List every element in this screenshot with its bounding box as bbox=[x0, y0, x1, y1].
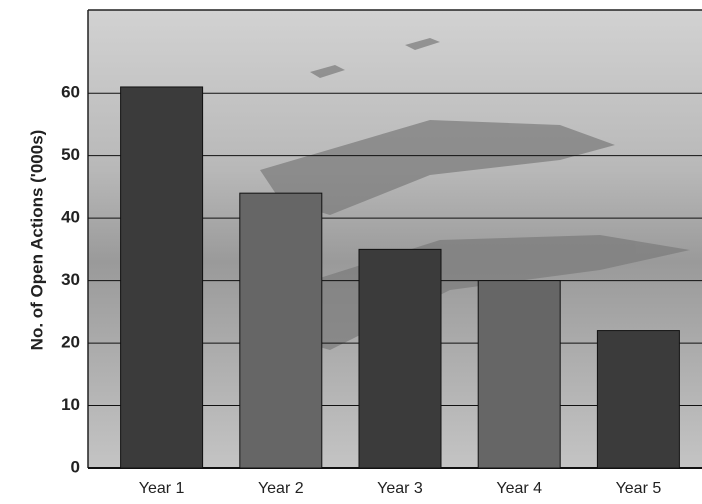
y-tick-label: 50 bbox=[61, 145, 80, 164]
y-tick-label: 40 bbox=[61, 208, 80, 227]
x-tick-label: Year 1 bbox=[139, 480, 185, 497]
y-axis-label: No. of Open Actions ('000s) bbox=[27, 130, 46, 351]
y-tick-label: 0 bbox=[71, 457, 80, 476]
y-tick-label: 30 bbox=[61, 270, 80, 289]
y-tick-label: 60 bbox=[61, 83, 80, 102]
y-tick-label: 10 bbox=[61, 395, 80, 414]
x-tick-label: Year 5 bbox=[616, 480, 662, 497]
x-tick-label: Year 4 bbox=[496, 480, 542, 497]
bar bbox=[596, 330, 680, 469]
y-tick-label: 20 bbox=[61, 333, 80, 352]
bar bbox=[477, 280, 561, 469]
x-tick-label: Year 3 bbox=[377, 480, 423, 497]
x-tick-label: Year 2 bbox=[258, 480, 304, 497]
bar bbox=[358, 248, 442, 469]
bar bbox=[120, 86, 204, 469]
bar bbox=[239, 192, 323, 469]
